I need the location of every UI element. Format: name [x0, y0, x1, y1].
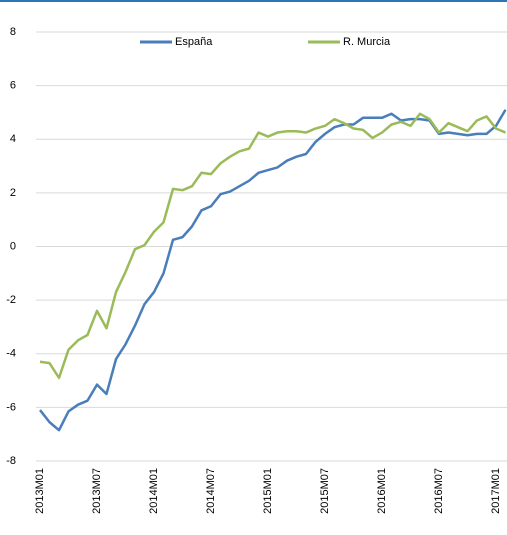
y-tick-label: -8: [6, 455, 16, 467]
line: [39, 112, 506, 380]
x-tick-label: 2015M01: [262, 468, 274, 514]
x-tick-label: 2013M01: [34, 468, 46, 514]
line: [39, 109, 507, 432]
y-tick-label: -2: [6, 294, 16, 306]
y-tick-label: 6: [10, 80, 16, 92]
x-tick-label: 2013M07: [91, 468, 103, 514]
x-tick-label: 2015M07: [319, 468, 331, 514]
y-tick-label: 4: [10, 133, 16, 145]
x-tick-label: 2016M01: [376, 468, 388, 514]
x-tick-label: 2014M01: [148, 468, 160, 514]
y-tick-label: 0: [10, 240, 16, 252]
x-tick-label: 2016M07: [433, 468, 445, 514]
x-tick-label: 2014M07: [205, 468, 217, 514]
x-tick-label: 2017M01: [490, 468, 502, 514]
y-tick-label: 8: [10, 26, 16, 38]
legend-label: España: [175, 36, 213, 48]
legend-label: R. Murcia: [343, 36, 391, 48]
y-tick-label: -6: [6, 401, 16, 413]
y-tick-label: 2: [10, 187, 16, 199]
top-border: [0, 0, 507, 2]
y-tick-label: -4: [6, 348, 16, 360]
